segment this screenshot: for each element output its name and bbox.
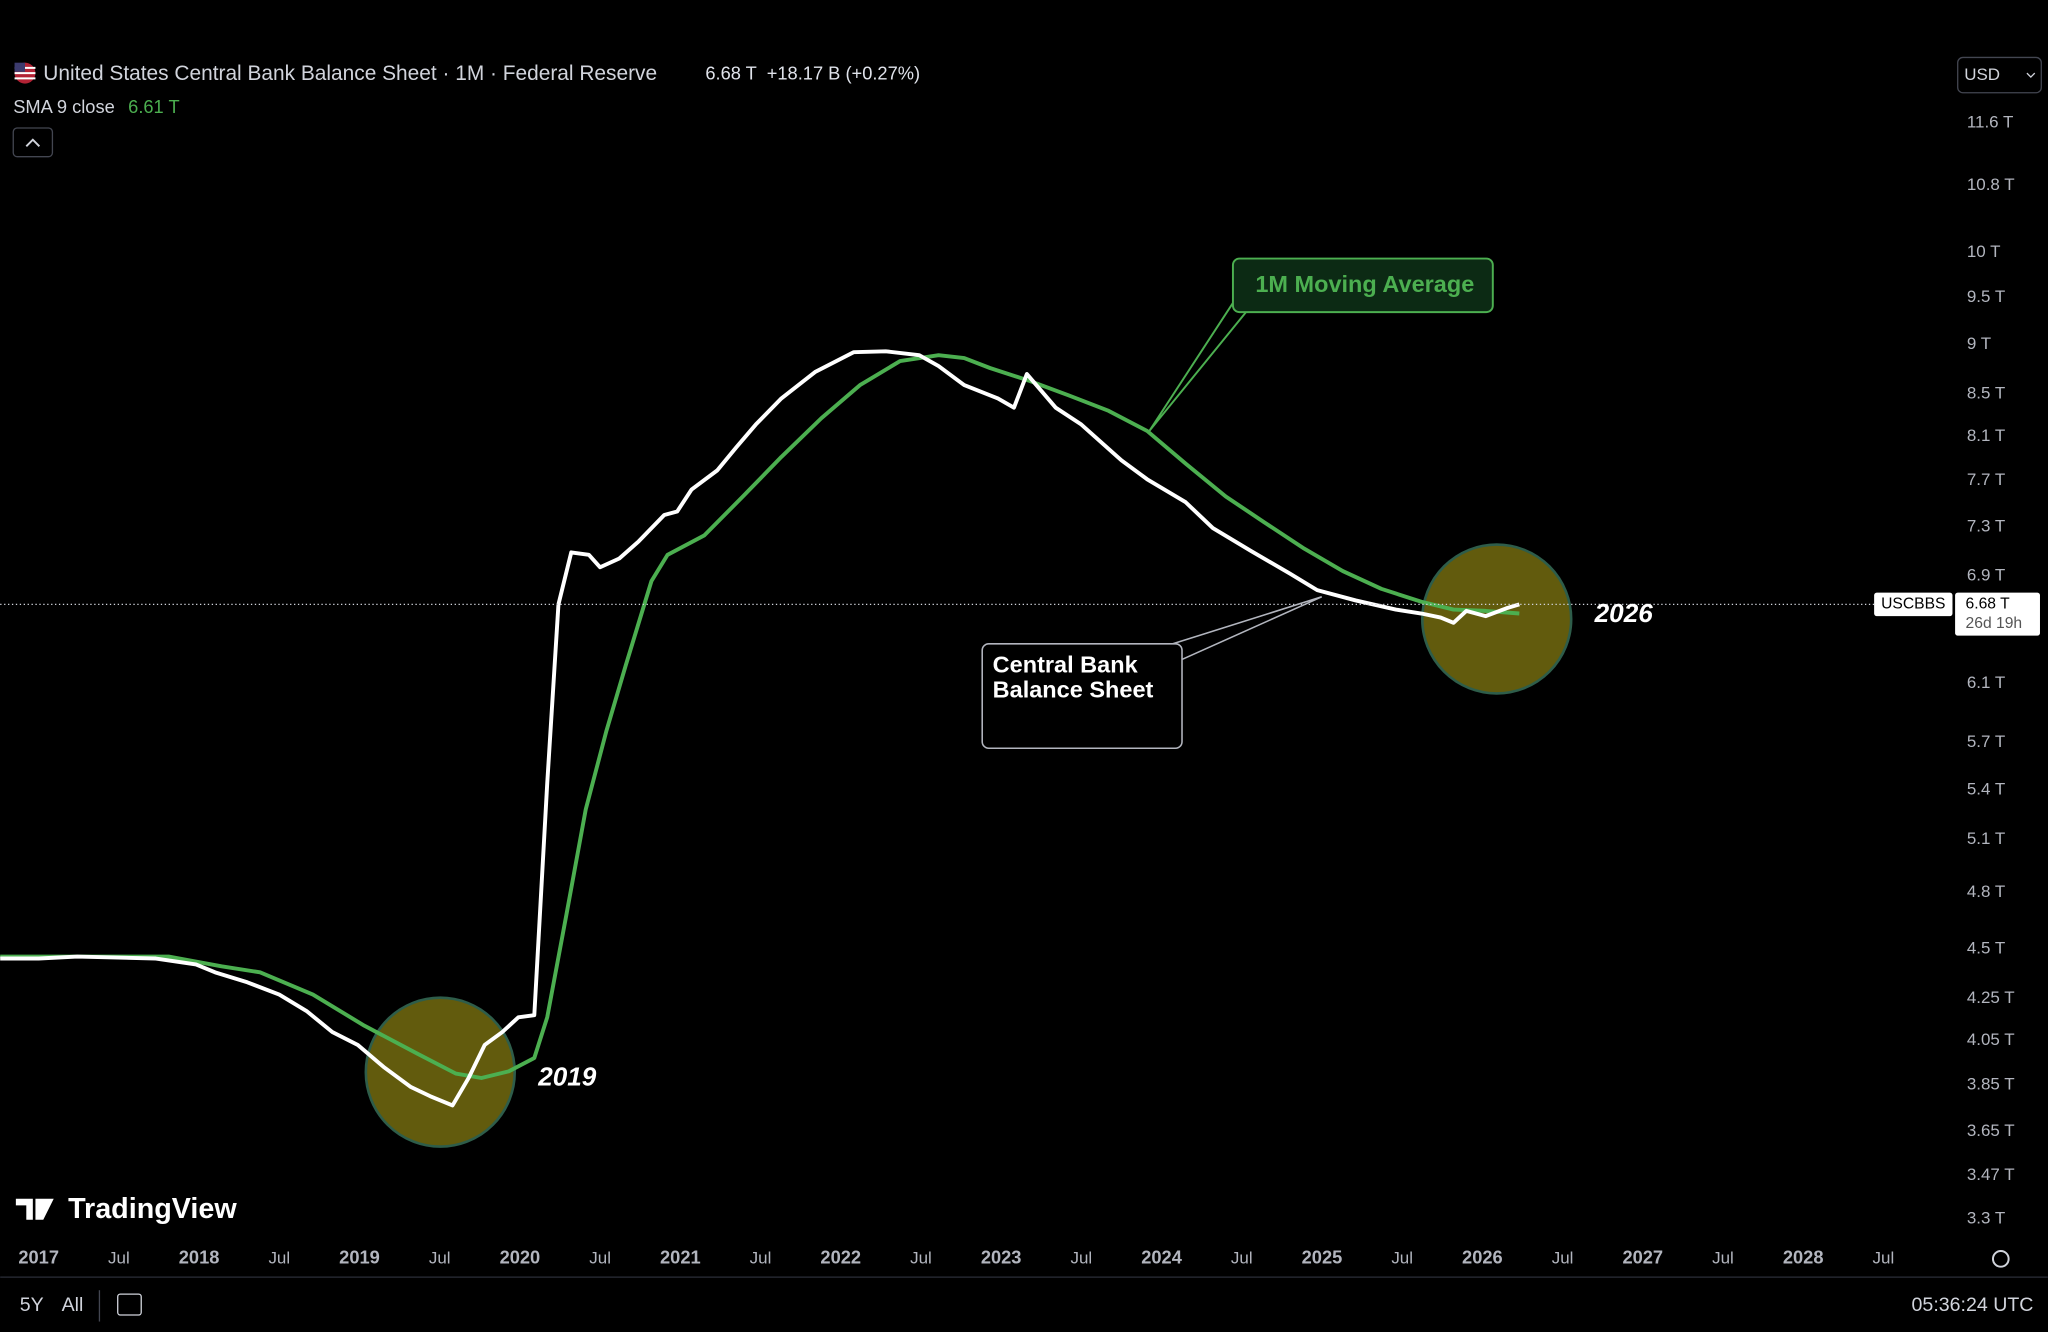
callout-box [1231,257,1494,314]
x-tick-label: Jul [1712,1248,1734,1267]
last-value: 6.68 T [705,62,756,83]
y-tick-label: 8.1 T [1967,426,2005,445]
x-tick-label: 2026 [1462,1247,1503,1268]
callout-wrap: Central Bank Balance Sheet [992,652,1154,703]
x-tick-label: 2024 [1141,1247,1182,1268]
y-tick-label: 9.5 T [1967,287,2005,306]
x-tick-label: Jul [1873,1248,1895,1267]
x-tick-label: 2021 [660,1247,701,1268]
y-tick-label: 4.05 T [1967,1030,2015,1049]
price-box [1955,592,2040,636]
chart-title: United States Central Bank Balance Sheet… [43,62,657,85]
callout-pointer [1172,596,1323,661]
y-tick-label: 6.1 T [1967,673,2005,692]
symbol-box [1874,592,1953,617]
callout-pointer [1148,302,1247,432]
collapse-icon [25,138,41,147]
y-tick-label: 7.7 T [1967,470,2005,489]
x-tick-label: Jul [1231,1248,1253,1267]
x-tick-label: 2022 [820,1247,861,1268]
indicator-value: 6.61 T [128,96,179,117]
annotation-label: 2019 [537,1062,597,1092]
indicator-label: SMA 9 close [13,96,115,117]
settings-icon[interactable] [1991,1250,2010,1268]
y-tick-label: 9 T [1967,334,1991,353]
currency: USD [1964,65,2000,84]
y-tick-label: 5.7 T [1967,732,2005,751]
price-label: 6.68 T [1966,595,2011,612]
series-line [0,349,1520,1108]
countdown-label: 26d 19h [1966,615,2023,632]
logo-text: TradingView [68,1193,237,1225]
y-tick-label: 10 T [1967,242,2001,261]
y-tick-label: 4.8 T [1967,882,2005,901]
range-button[interactable]: 5Y [20,1294,44,1316]
series-line [0,353,1520,1080]
calendar-button[interactable] [117,1293,142,1316]
annotation-label: 2026 [1594,598,1654,628]
x-tick-label: Jul [1070,1248,1092,1267]
y-tick-label: 11.6 T [1967,113,2014,132]
y-tick-label: 3.3 T [1967,1209,2005,1228]
x-tick-label: Jul [910,1248,932,1267]
x-tick-label: 2027 [1622,1247,1663,1268]
y-tick-label: 3.85 T [1967,1074,2015,1093]
x-tick-label: Jul [268,1248,290,1267]
x-tick-label: 2020 [500,1247,541,1268]
x-tick-label: 2018 [179,1247,220,1268]
y-tick-label: 5.4 T [1967,779,2005,798]
callout-text: 1M Moving Average [1255,271,1474,297]
flag-canton [14,62,25,72]
y-tick-label: 4.25 T [1967,988,2015,1007]
collapse-button[interactable] [12,127,54,158]
x-tick-label: 2019 [339,1247,380,1268]
clock: 05:36:24 UTC [1912,1294,2034,1316]
y-tick-label: 10.8 T [1967,175,2015,194]
range-button[interactable]: All [62,1294,84,1316]
x-tick-label: Jul [1552,1248,1574,1267]
y-tick-label: 7.3 T [1967,516,2005,535]
x-tick-label: 2023 [981,1247,1022,1268]
symbol-label: USCBBS [1881,595,1945,612]
x-tick-label: Jul [589,1248,611,1267]
x-tick-label: Jul [1391,1248,1413,1267]
x-tick-label: Jul [750,1248,772,1267]
x-tick-label: 2025 [1302,1247,1343,1268]
x-tick-label: 2017 [18,1247,59,1268]
y-tick-label: 8.5 T [1967,384,2005,403]
change: +18.17 B (+0.27%) [767,62,920,83]
callout-text: Central Bank Balance Sheet [992,652,1154,703]
logo-dot [36,1199,43,1206]
y-tick-label: 4.5 T [1967,938,2005,957]
y-tick-label: 6.9 T [1967,566,2005,585]
callout-box [981,643,1183,750]
x-tick-label: Jul [429,1248,451,1267]
highlight-circle [364,996,517,1148]
y-tick-label: 5.1 T [1967,829,2005,848]
currency-caret [2026,72,2036,78]
y-tick-label: 3.65 T [1967,1121,2015,1140]
plot [0,349,1956,1108]
x-tick-label: 2028 [1783,1247,1824,1268]
x-tick-label: Jul [108,1248,130,1267]
y-tick-label: 3.47 T [1967,1165,2015,1184]
currency-button[interactable] [1957,56,2042,94]
logo-icon [15,1198,54,1220]
highlight-circle [1420,543,1573,695]
